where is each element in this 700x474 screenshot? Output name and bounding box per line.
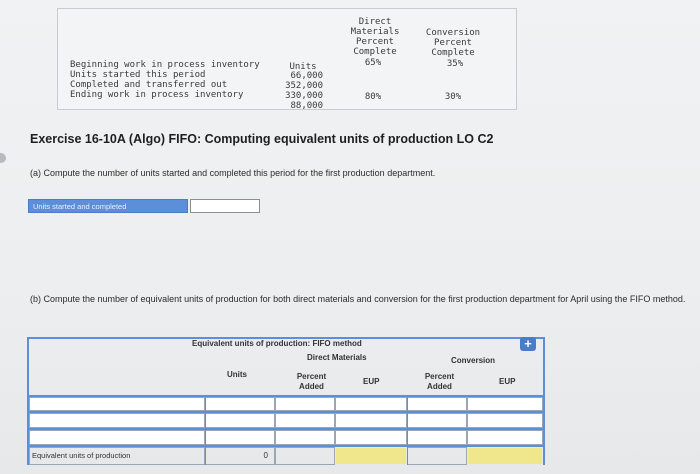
col-conv-percent-line2: Added: [427, 382, 452, 391]
row-label-ending: Ending work in process inventory: [70, 90, 244, 100]
header-conv-line1: Conversion: [425, 28, 481, 38]
units-ending: 88,000: [290, 101, 323, 111]
header-units-text: Units: [289, 62, 317, 72]
grid-col-divider-units: [205, 395, 206, 465]
total-conv-percent: [407, 447, 467, 465]
grid-col-divider-conv: [407, 395, 408, 465]
eup-row-1-dm-percent[interactable]: [275, 397, 335, 411]
eup-row-1-label[interactable]: [29, 397, 205, 411]
eup-row-1-conv-percent[interactable]: [407, 397, 467, 411]
row-label-completed: Completed and transferred out: [70, 80, 228, 90]
total-dm-percent: [275, 447, 335, 465]
eup-row-2-conv-eup[interactable]: [467, 413, 543, 428]
header-conversion: Conversion Percent Complete: [418, 28, 488, 58]
dm-ending-percent: 80%: [364, 92, 382, 102]
col-conv-percent-line1: Percent: [424, 372, 455, 381]
header-units: Units: [283, 62, 323, 72]
eup-row-2-conv-percent[interactable]: [407, 413, 467, 428]
eup-row-1-units[interactable]: [205, 397, 275, 411]
conv-beginning-percent: 35%: [446, 59, 464, 69]
grid-row-divider-3: [27, 445, 545, 447]
header-conv-line3: Complete: [431, 48, 475, 58]
units-started-completed-label: Units started and completed: [28, 199, 188, 213]
col-conv-percent-header: Percent Added: [417, 372, 462, 392]
col-units-header: Units: [227, 370, 247, 379]
grid-row-divider-1: [27, 411, 545, 413]
units-started-completed-input[interactable]: [190, 199, 260, 213]
total-conv-eup: [468, 448, 542, 464]
eup-row-3-conv-percent[interactable]: [407, 430, 467, 445]
row-labels: Beginning work in process inventory Unit…: [70, 60, 270, 100]
row-label-started: Units started this period: [70, 70, 206, 80]
eup-row-3-units[interactable]: [205, 430, 275, 445]
page-edge-tab: [0, 153, 6, 163]
add-row-plus-icon[interactable]: +: [520, 337, 536, 351]
units-beginning: 66,000: [290, 71, 323, 81]
part-b-question: (b) Compute the number of equivalent uni…: [30, 294, 686, 304]
eup-row-1-dm-eup[interactable]: [335, 397, 407, 411]
header-conv-line2: Percent: [434, 38, 472, 48]
units-column: 66,000 352,000 330,000 88,000: [268, 61, 323, 111]
eup-row-3-label[interactable]: [29, 430, 205, 445]
conv-ending-percent: 30%: [444, 92, 462, 102]
col-dm-eup-header: EUP: [363, 377, 380, 386]
grid-left-border: [27, 337, 29, 465]
eup-row-2-dm-eup[interactable]: [335, 413, 407, 428]
header-direct-materials: Direct Materials Percent Complete: [340, 17, 410, 57]
units-started: 352,000: [285, 81, 323, 91]
eup-row-3-conv-eup[interactable]: [467, 430, 543, 445]
header-dm-line3: Percent: [356, 37, 394, 47]
part-a-question: (a) Compute the number of units started …: [30, 168, 436, 178]
given-data-table: Units Direct Materials Percent Complete …: [57, 8, 517, 111]
eup-row-3-dm-percent[interactable]: [275, 430, 335, 445]
grid-top-border: [27, 337, 545, 339]
eup-table: Equivalent units of production: FIFO met…: [27, 337, 547, 465]
header-dm-line1: Direct: [358, 17, 392, 27]
dm-beginning-percent: 65%: [364, 58, 382, 68]
exercise-title: Exercise 16-10A (Algo) FIFO: Computing e…: [30, 132, 494, 146]
eup-table-title: Equivalent units of production: FIFO met…: [192, 339, 362, 348]
header-dm-line2: Materials: [350, 27, 400, 37]
grid-row-divider-2: [27, 428, 545, 430]
eup-row-2-dm-percent[interactable]: [275, 413, 335, 428]
eup-row-2-label[interactable]: [29, 413, 205, 428]
units-completed: 330,000: [285, 91, 323, 101]
eup-row-3-dm-eup[interactable]: [335, 430, 407, 445]
col-dm-percent-header: Percent Added: [289, 372, 334, 392]
total-row-label: Equivalent units of production: [29, 447, 205, 465]
total-units-value: 0: [205, 447, 275, 465]
col-dm-percent-line2: Added: [299, 382, 324, 391]
header-dm-line4: Complete: [353, 47, 397, 57]
row-label-beginning: Beginning work in process inventory: [70, 60, 260, 70]
col-dm-percent-line1: Percent: [296, 372, 327, 381]
eup-row-1-conv-eup[interactable]: [467, 397, 543, 411]
total-dm-eup: [336, 448, 406, 464]
grid-right-border: [543, 337, 545, 465]
eup-row-2-units[interactable]: [205, 413, 275, 428]
conversion-group-header: Conversion: [451, 356, 496, 365]
dm-group-header: Direct Materials: [307, 353, 367, 362]
col-conv-eup-header: EUP: [499, 377, 516, 386]
grid-header-divider: [27, 395, 545, 397]
